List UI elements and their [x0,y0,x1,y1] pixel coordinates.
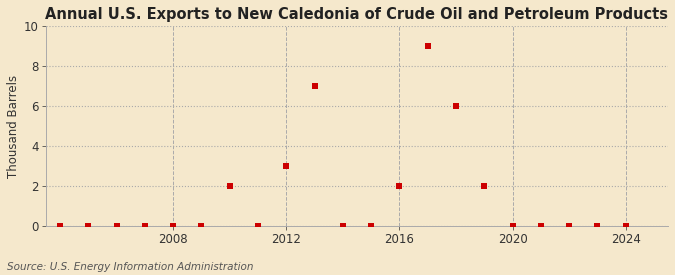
Point [55,224,65,228]
Point [451,104,462,108]
Point [479,184,489,188]
Point [26,224,37,228]
Point [83,224,94,228]
Point [394,184,405,188]
Point [309,84,320,88]
Point [196,224,207,228]
Y-axis label: Thousand Barrels: Thousand Barrels [7,75,20,178]
Point [592,224,603,228]
Point [252,224,263,228]
Point [620,224,631,228]
Point [111,224,122,228]
Point [168,224,179,228]
Point [366,224,377,228]
Title: Annual U.S. Exports to New Caledonia of Crude Oil and Petroleum Products: Annual U.S. Exports to New Caledonia of … [45,7,668,22]
Point [338,224,348,228]
Point [224,184,235,188]
Point [535,224,546,228]
Point [507,224,518,228]
Point [564,224,574,228]
Point [140,224,151,228]
Point [423,44,433,48]
Text: Source: U.S. Energy Information Administration: Source: U.S. Energy Information Administ… [7,262,253,272]
Point [281,164,292,168]
